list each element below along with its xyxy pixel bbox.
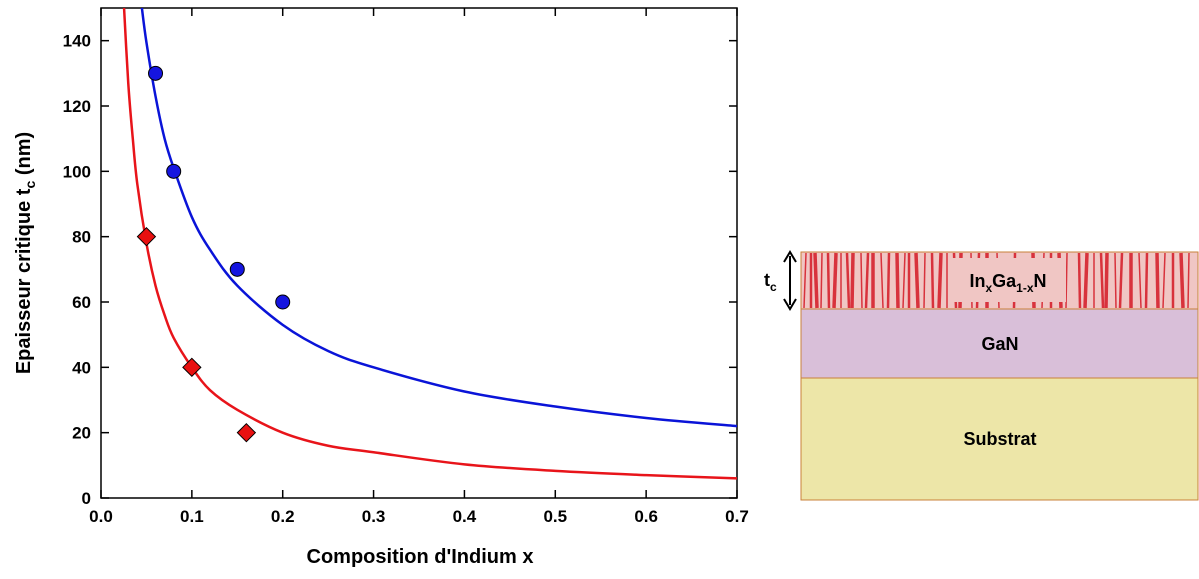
- y-tick-label: 0: [82, 489, 91, 508]
- label-part: t: [764, 270, 770, 290]
- dislocation-line: [1104, 252, 1109, 309]
- label-part: Ga: [992, 271, 1017, 291]
- y-axis-title: Epaisseur critique tc (nm): [13, 132, 38, 374]
- y-tick-label: 60: [72, 293, 91, 312]
- fit-curve: [140, 8, 737, 428]
- dislocation-line: [1118, 252, 1124, 309]
- dislocation-line: [832, 252, 838, 309]
- label-sub: 1-x: [1016, 281, 1034, 295]
- x-tick-label: 0.4: [453, 507, 477, 526]
- data-point: [275, 294, 291, 310]
- dislocation-line: [1179, 252, 1185, 309]
- plot-frame: [100, 7, 738, 499]
- x-tick-label: 0.1: [180, 507, 204, 526]
- dislocation-line: [880, 252, 884, 309]
- x-tick-label: 0.7: [725, 507, 749, 526]
- data-point: [136, 226, 157, 247]
- dislocation-line: [1114, 252, 1117, 309]
- dislocation-line: [820, 252, 823, 309]
- data-point: [166, 163, 182, 179]
- data-point: [148, 65, 164, 81]
- label-part: In: [969, 271, 985, 291]
- dislocation-line: [860, 252, 863, 309]
- dislocation-line: [826, 252, 831, 309]
- y-tick-label: 20: [72, 424, 91, 443]
- layer-diagram: InxGa1-xN GaN Substrat tc: [764, 250, 1199, 501]
- dislocation-line: [845, 252, 851, 309]
- dislocation-line: [923, 252, 926, 309]
- dislocation-line: [886, 252, 891, 309]
- substrate-label: Substrat: [963, 429, 1036, 449]
- label-background: [951, 258, 1066, 302]
- dislocation-line: [914, 252, 920, 309]
- dislocation-line: [1144, 252, 1149, 309]
- label-sub: x: [985, 281, 992, 295]
- data-point: [182, 357, 202, 378]
- x-tick-label: 0.6: [634, 507, 658, 526]
- dislocation-line: [1083, 252, 1089, 309]
- dislocation-line: [902, 252, 906, 309]
- chart: 0 20 40 60 80 100 120 140 0.0 0.1 0.2 0.3 0.4 0.5 0.6 0…: [63, 7, 749, 526]
- dislocation-line: [1187, 252, 1190, 309]
- label-sub: c: [770, 280, 777, 294]
- y-tick-label: 140: [63, 32, 91, 51]
- y-axis-title-unit: (nm): [13, 132, 35, 181]
- dislocation-line: [850, 252, 855, 309]
- y-tick-label: 80: [72, 228, 91, 247]
- gan-layer: [800, 308, 1199, 379]
- data-point: [229, 261, 245, 277]
- dislocation-line: [1155, 252, 1160, 309]
- dislocation-line: [1138, 252, 1142, 309]
- x-tick-label: 0.0: [89, 507, 113, 526]
- dislocation-line: [1065, 252, 1068, 309]
- substrate-layer: [800, 377, 1199, 501]
- ingan-label: InxGa1-xN: [969, 271, 1046, 295]
- y-axis-title-main: Epaisseur critique t: [13, 188, 35, 374]
- dislocation-line: [864, 252, 870, 309]
- dislocation-line: [937, 252, 943, 309]
- arrow-heads: [783, 250, 797, 311]
- fit-curve: [122, 8, 737, 480]
- label-part: N: [1034, 271, 1047, 291]
- x-tick-label: 0.2: [271, 507, 295, 526]
- dislocation-line: [803, 252, 807, 309]
- thickness-label: tc: [764, 270, 777, 294]
- y-tick-label: 40: [72, 358, 91, 377]
- dislocation-line: [930, 252, 935, 309]
- gan-label: GaN: [981, 334, 1018, 354]
- y-axis-title-sub: c: [22, 181, 38, 189]
- dislocation-line: [1099, 252, 1105, 309]
- x-tick-label: 0.5: [543, 507, 567, 526]
- dislocation-line: [895, 252, 900, 309]
- dislocation-line: [1077, 252, 1082, 309]
- x-tick-label: 0.3: [362, 507, 386, 526]
- data-point: [236, 422, 257, 443]
- y-tick-label: 120: [63, 97, 91, 116]
- curves: [122, 8, 737, 480]
- x-axis-title: Composition d'Indium x: [307, 546, 534, 568]
- dislocation-line: [1162, 252, 1166, 309]
- y-tick-label: 100: [63, 162, 91, 181]
- dislocation-line: [813, 252, 819, 309]
